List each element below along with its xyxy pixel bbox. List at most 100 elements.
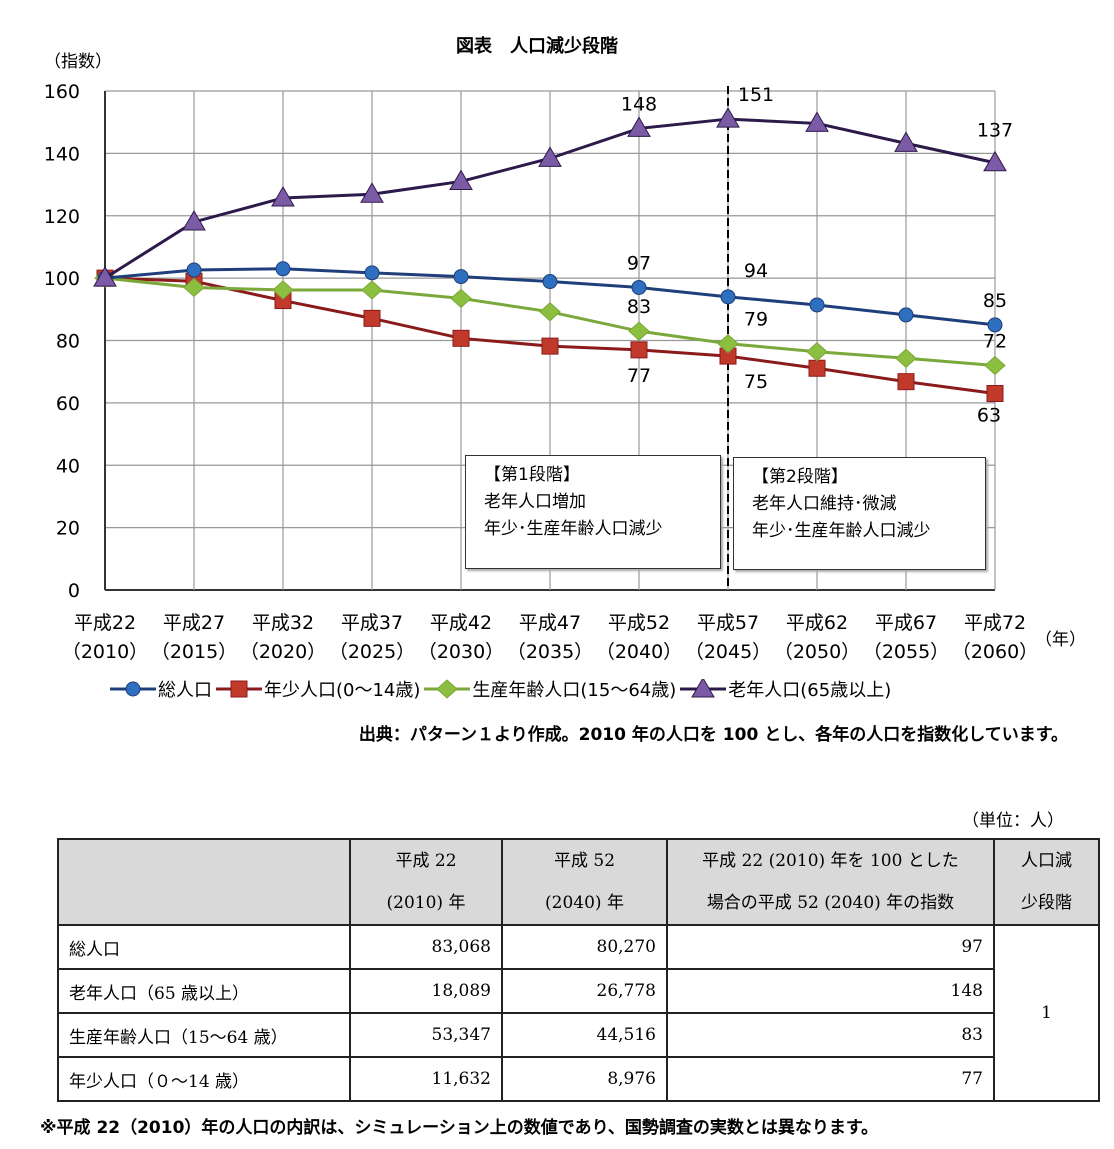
y-tick-label: 60 xyxy=(56,393,80,415)
x-tick-year: （2040） xyxy=(596,641,682,663)
value-2010: 11,632 xyxy=(349,1056,503,1102)
header-2040: 平成 52 (2040) 年 xyxy=(501,838,668,926)
row-label: 年少人口（０～14 歳） xyxy=(57,1056,351,1102)
marker-triangle xyxy=(182,209,206,231)
header-blank xyxy=(57,838,351,926)
marker-circle xyxy=(125,681,141,697)
legend-label: 生産年齢人口(15～64歳) xyxy=(472,680,677,701)
data-label: 94 xyxy=(744,260,768,282)
data-label: 72 xyxy=(983,330,1007,352)
stage-2-box: 【第2段階】 老年人口維持･微減 年少･生産年齢人口減少 xyxy=(733,457,986,570)
row-label: 生産年齢人口（15～64 歳） xyxy=(57,1012,351,1058)
x-tick-era: 平成57 xyxy=(697,612,759,634)
stage-1-title: 【第1段階】 xyxy=(484,465,580,485)
marker-square xyxy=(541,337,559,355)
data-label: 77 xyxy=(627,365,651,387)
x-tick-era: 平成37 xyxy=(341,612,403,634)
x-tick-year: （2025） xyxy=(329,641,415,663)
x-tick-era: 平成52 xyxy=(608,612,670,634)
data-label: 75 xyxy=(744,371,768,393)
y-tick-label: 140 xyxy=(44,143,80,165)
chart-title: 図表 人口減少段階 xyxy=(456,36,618,57)
index-value: 148 xyxy=(666,968,995,1014)
marker-square xyxy=(363,309,381,327)
marker-diamond xyxy=(806,342,828,362)
stage-1-box: 【第1段階】 老年人口増加 年少･生産年齢人口減少 xyxy=(465,455,721,569)
marker-circle xyxy=(186,262,202,278)
marker-circle xyxy=(809,297,825,313)
table-header-row: 平成 22 (2010) 年 平成 52 (2040) 年 平成 22 (2010)… xyxy=(57,838,1100,926)
header-2010-l2: (2010) 年 xyxy=(386,893,466,913)
x-tick-year: （2045） xyxy=(685,641,771,663)
marker-triangle xyxy=(894,131,918,152)
marker-circle xyxy=(364,265,380,281)
header-2040-l2: (2040) 年 xyxy=(545,893,624,913)
header-2040-l1: 平成 52 xyxy=(553,851,616,871)
header-index-l1: 平成 22 (2010) 年を 100 とした xyxy=(702,851,959,871)
stage-2-line1: 老年人口維持･微減 xyxy=(752,494,897,514)
legend-item: 老年人口(65歳以上) xyxy=(678,676,891,702)
x-tick-era: 平成72 xyxy=(964,612,1026,634)
x-tick-year: （2050） xyxy=(774,641,860,663)
marker-square xyxy=(452,329,470,347)
y-tick-label: 40 xyxy=(56,455,80,477)
table-row: 生産年齢人口（15～64 歳） 53,347 44,516 83 xyxy=(57,1012,1099,1058)
marker-circle xyxy=(542,274,558,290)
data-label: 83 xyxy=(627,296,651,318)
table-unit: （単位：人） xyxy=(962,811,1064,831)
x-tick-era: 平成67 xyxy=(875,612,937,634)
header-2010-l1: 平成 22 xyxy=(395,851,457,871)
marker-circle xyxy=(453,269,469,285)
marker-diamond xyxy=(717,333,739,354)
legend-marker-square-icon xyxy=(216,680,262,698)
table-row: 総人口 83,068 80,270 97 1 xyxy=(57,924,1100,1102)
header-index: 平成 22 (2010) 年を 100 とした 場合の平成 52 (2040) 年… xyxy=(666,838,995,926)
data-label: 137 xyxy=(977,120,1013,142)
stage-2-title: 【第2段階】 xyxy=(752,467,848,487)
x-tick-era: 平成32 xyxy=(252,612,314,634)
legend-marker-triangle-icon xyxy=(680,679,727,698)
data-label: 148 xyxy=(621,93,657,115)
population-table: 平成 22 (2010) 年 平成 52 (2040) 年 平成 22 (2010)… xyxy=(57,838,1100,1102)
marker-triangle xyxy=(691,679,716,698)
x-tick-year: （2020） xyxy=(240,641,326,663)
marker-square xyxy=(630,341,648,359)
x-tick-year: （2055） xyxy=(863,641,949,663)
legend-label: 老年人口(65歳以上) xyxy=(728,680,892,701)
marker-circle xyxy=(631,279,647,295)
marker-diamond xyxy=(361,280,383,300)
table-row: 老年人口（65 歳以上） 18,089 26,778 148 xyxy=(57,968,1099,1014)
x-axis-label: （年） xyxy=(1035,630,1086,650)
y-tick-label: 120 xyxy=(44,206,80,228)
marker-square xyxy=(897,373,915,391)
x-tick-era: 平成42 xyxy=(430,612,492,634)
marker-circle xyxy=(720,289,736,305)
marker-triangle xyxy=(449,169,473,190)
header-stage-l1: 人口減 xyxy=(1021,851,1072,871)
line-chart: 0 20 40 60 80 100 120 140 160 平成22 （2010） 平成27 （2015… xyxy=(44,81,1086,663)
index-value: 97 xyxy=(666,924,995,970)
marker-diamond xyxy=(183,277,205,298)
marker-triangle xyxy=(538,146,562,167)
x-tick-year: （2035） xyxy=(507,641,593,663)
marker-diamond xyxy=(450,288,472,309)
marker-diamond xyxy=(436,679,459,699)
series-2 xyxy=(94,268,1006,376)
row-label: 総人口 xyxy=(57,924,351,970)
header-stage: 人口減 少段階 xyxy=(993,838,1100,926)
marker-diamond xyxy=(984,355,1006,376)
stage-1-line1: 老年人口増加 xyxy=(484,492,586,512)
chart-legend: 総人口 年少人口(0～14歳) 生産年齢人口(15～64歳) 老年人口(65歳以上) xyxy=(108,676,891,702)
value-2040: 80,270 xyxy=(501,924,668,970)
x-tick-era: 平成27 xyxy=(163,612,225,634)
index-value: 77 xyxy=(666,1056,995,1102)
data-label: 79 xyxy=(744,309,768,331)
footnote: ※平成 22（2010）年の人口の内訳は、シミュレーション上の数値であり、国勢調… xyxy=(40,1118,879,1138)
marker-diamond xyxy=(272,280,294,300)
marker-diamond xyxy=(895,348,917,368)
y-tick-label: 0 xyxy=(68,580,80,602)
value-2040: 44,516 xyxy=(501,1012,668,1058)
table-row: 年少人口（０～14 歳） 11,632 8,976 77 xyxy=(57,1056,1099,1102)
marker-circle xyxy=(898,307,914,323)
